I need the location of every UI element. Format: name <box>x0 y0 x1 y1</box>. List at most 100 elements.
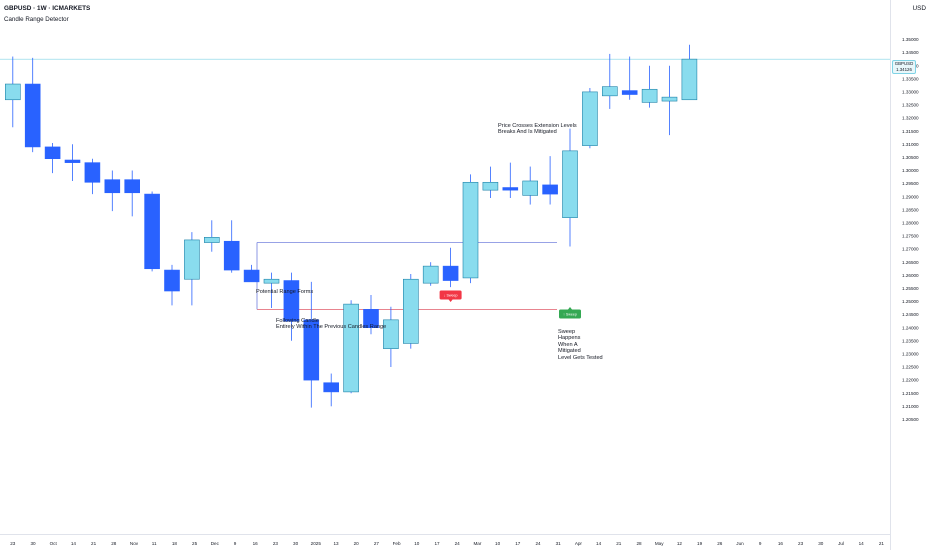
time-tick-label: 24 <box>535 541 541 546</box>
time-tick-label: 10 <box>495 541 501 546</box>
price-tick-label: 1.23000 <box>902 352 919 357</box>
candle-body <box>223 240 240 271</box>
time-tick-label: 21 <box>616 541 622 546</box>
candle <box>323 373 340 407</box>
badge-pointer <box>568 307 572 310</box>
price-tick-label: 1.32500 <box>902 103 919 108</box>
time-tick-label: 2025 <box>311 541 322 546</box>
candle <box>641 65 658 108</box>
time-tick-label: 26 <box>717 541 723 546</box>
candle <box>562 128 578 247</box>
candle-body <box>462 181 479 279</box>
time-tick-label: 17 <box>434 541 440 546</box>
annotation-line: Price Crosses Extension Levels <box>498 123 577 129</box>
candle <box>204 220 220 252</box>
candle-body <box>343 303 359 393</box>
annotation-line: Sweep <box>558 329 576 335</box>
price-tick-label: 1.29500 <box>902 181 919 186</box>
candle <box>283 272 300 341</box>
price-tick-label: 1.21500 <box>902 391 919 396</box>
candle <box>184 232 200 306</box>
time-tick-label: 24 <box>455 541 461 546</box>
time-tick-label: Mar <box>473 541 481 546</box>
time-tick-label: 28 <box>111 541 117 546</box>
time-tick-label: Dec <box>211 541 220 546</box>
badge-box <box>439 290 462 300</box>
candle-body <box>24 83 41 148</box>
candle <box>243 264 260 283</box>
candle-body <box>124 179 140 194</box>
candle-body <box>621 90 638 95</box>
candle-body <box>641 88 658 103</box>
badge-label: ↓ Sweep <box>444 293 458 297</box>
time-tick-label: 14 <box>859 541 865 546</box>
price-tick-label: 1.26000 <box>902 273 919 278</box>
time-tick-label: 16 <box>778 541 784 546</box>
candle-body <box>283 280 300 322</box>
time-tick-label: 12 <box>677 541 683 546</box>
candle <box>84 158 101 195</box>
candle <box>263 272 280 309</box>
candle-body <box>164 269 180 292</box>
candle-body <box>582 91 598 146</box>
annotation-line: Level Gets Tested <box>558 354 603 361</box>
candle <box>104 170 121 212</box>
time-axis[interactable]: 23 30 Oct 14 21 28 Nov 11 18 25 Dec 9 16 23 30 2025 13 20… <box>0 534 890 551</box>
candle <box>24 57 41 153</box>
annotation-range-forms: Potential Range Forms <box>256 289 314 295</box>
candle-body <box>482 181 499 191</box>
candle-body <box>204 237 220 243</box>
candle <box>383 306 399 367</box>
candle <box>343 300 359 394</box>
candle-body <box>422 265 439 284</box>
price-tick-label: 1.30500 <box>902 155 919 160</box>
candle-body <box>184 239 200 280</box>
time-tick-label: 31 <box>556 541 562 546</box>
price-tick-label: 1.27500 <box>902 234 919 239</box>
annotation-line: When A <box>558 341 578 348</box>
time-tick-label: 21 <box>879 541 885 546</box>
candle-body <box>562 150 578 218</box>
price-tick-label: 1.21000 <box>902 404 919 409</box>
last-price-symbol: GBPUSD <box>894 61 914 66</box>
candle <box>363 294 379 335</box>
time-tick-label: 27 <box>374 541 380 546</box>
price-tick-label: 1.27000 <box>902 247 919 252</box>
annotation-line: Breaks And Is Mitigated <box>498 129 557 136</box>
time-tick-label: 30 <box>30 541 36 546</box>
annotation-line: Happens <box>558 335 581 342</box>
price-tick-label: 1.22500 <box>902 365 919 370</box>
sweep-badge-green: ↑ Sweep <box>559 307 581 319</box>
time-tick-label: Feb <box>393 541 401 546</box>
time-tick-label: 10 <box>414 541 420 546</box>
candle-body <box>661 96 678 102</box>
annotation-line: Mitigated <box>558 348 581 355</box>
price-tick-label: 1.34500 <box>902 50 919 55</box>
candles-layer <box>5 44 698 408</box>
chart-area[interactable]: ↓ Sweep ↑ Sweep <box>0 0 890 534</box>
candle-body <box>263 278 280 284</box>
time-tick-label: 30 <box>818 541 824 546</box>
candle-body <box>243 269 260 283</box>
candle <box>661 65 678 136</box>
time-tick-label: 23 <box>798 541 804 546</box>
candle <box>144 191 160 272</box>
currency-label[interactable]: USD <box>912 5 927 12</box>
badge-pointer <box>448 299 453 302</box>
annotation-sweep: Sweep Happens When A Mitigated Level Get… <box>558 329 603 361</box>
time-tick-label: Nov <box>130 541 139 546</box>
candle <box>542 156 558 205</box>
time-tick-label: 16 <box>253 541 259 546</box>
price-tick-label: 1.30000 <box>902 168 919 173</box>
candle-body <box>363 309 379 328</box>
price-tick-label: 1.31000 <box>902 142 919 147</box>
annotation-line: Following Candle <box>276 318 319 324</box>
sweep-badge-red: ↓ Sweep <box>439 290 462 302</box>
indicator-name[interactable]: Candle Range Detector <box>4 16 69 23</box>
time-tick-label: 13 <box>333 541 339 546</box>
candle-body <box>44 146 61 160</box>
symbol-title[interactable]: GBPUSD · 1W · ICMARKETS <box>4 5 91 12</box>
price-axis[interactable]: 1.350001.345001.340001.335001.330001.325… <box>890 0 932 550</box>
candle-body <box>502 187 519 191</box>
